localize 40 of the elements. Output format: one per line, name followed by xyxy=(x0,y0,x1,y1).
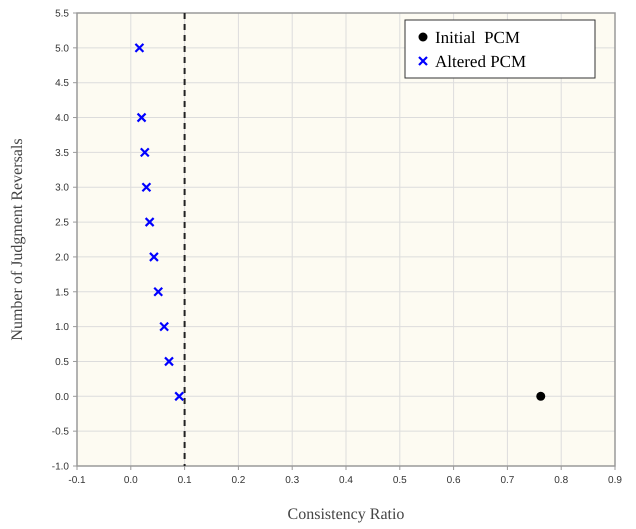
x-tick-label: 0.0 xyxy=(124,475,138,486)
y-tick-label: 5.0 xyxy=(55,43,70,54)
y-tick-label: 5.5 xyxy=(55,8,70,20)
point xyxy=(136,112,147,123)
point xyxy=(153,286,164,297)
x-tick-label: 0.9 xyxy=(608,475,622,486)
point xyxy=(159,322,170,332)
x-tick-label: 0.5 xyxy=(392,475,408,486)
x-tick-label: 0.6 xyxy=(446,475,461,486)
y-tick-label: 2.5 xyxy=(55,218,70,229)
y-tick-label: -0.5 xyxy=(52,426,70,438)
legend-label: Initial PCM xyxy=(435,28,520,47)
point xyxy=(536,392,546,401)
point xyxy=(164,356,174,367)
y-tick-label: 1.0 xyxy=(55,322,70,334)
y-tick-label: 1.5 xyxy=(55,287,70,298)
x-tick-label: 0.8 xyxy=(554,475,569,486)
x-tick-label: 0.7 xyxy=(500,475,515,486)
y-tick-label: -1.0 xyxy=(52,462,70,472)
x-tick-label: -0.1 xyxy=(68,475,86,486)
x-tick-label: 0.2 xyxy=(231,475,246,486)
x-tick-label: 0.3 xyxy=(285,475,300,486)
y-tick-label: 0.0 xyxy=(55,392,70,403)
y-tick-label: 2.0 xyxy=(55,252,70,264)
point xyxy=(141,182,152,192)
point xyxy=(134,42,145,53)
y-tick-label: 3.0 xyxy=(55,182,70,194)
x-axis-title: Consistency Ratio xyxy=(288,506,404,523)
point xyxy=(144,216,155,228)
y-tick-label: 0.5 xyxy=(55,356,70,368)
legend-label: Altered PCM xyxy=(435,52,526,71)
point xyxy=(174,391,184,402)
point xyxy=(148,252,160,262)
x-tick-label: 0.4 xyxy=(339,475,354,486)
y-axis-title: Number of Judgment Reversals xyxy=(9,138,26,341)
point xyxy=(140,147,150,158)
y-tick-label: 3.5 xyxy=(55,148,70,159)
x-tick-label: 0.1 xyxy=(178,475,192,486)
y-tick-label: 4.0 xyxy=(55,113,70,124)
y-tick-label: 4.5 xyxy=(55,78,70,90)
